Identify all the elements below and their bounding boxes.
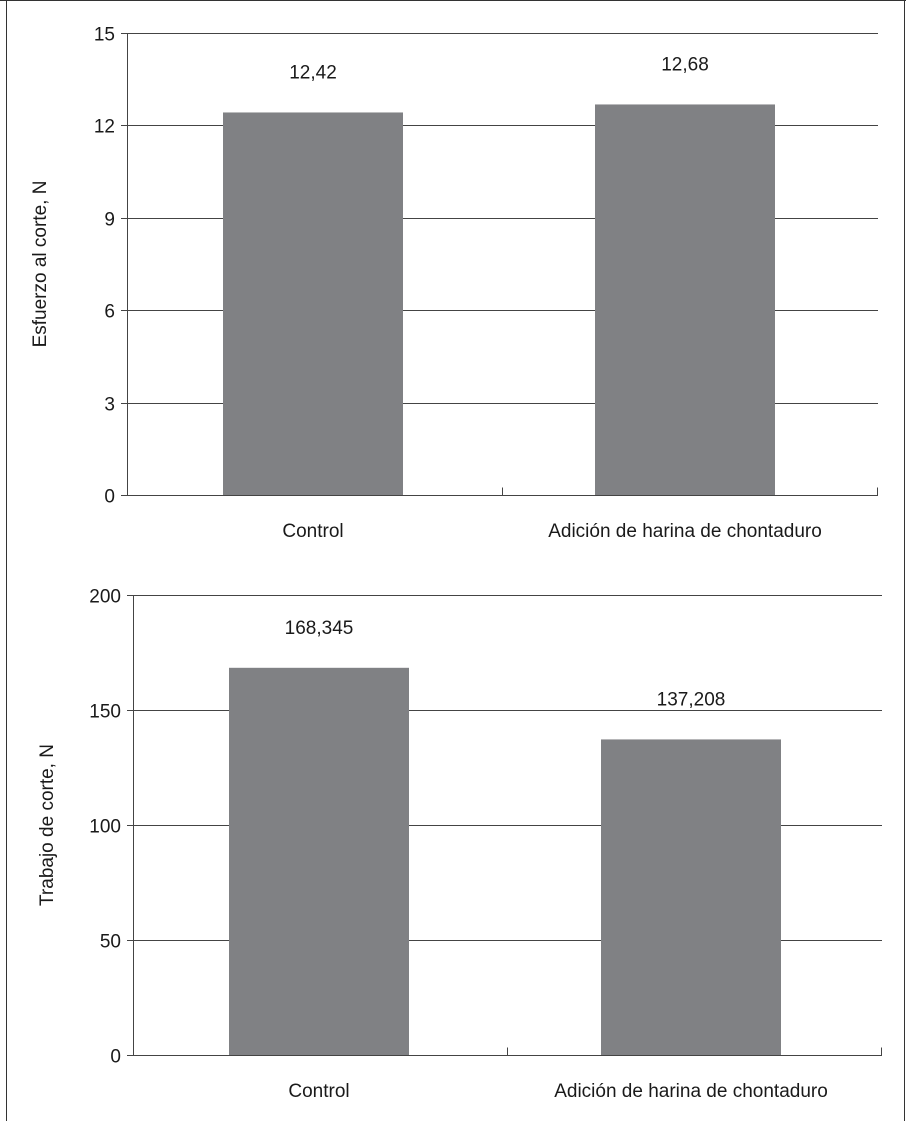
y-tick-label: 50 bbox=[100, 932, 121, 953]
chart-trabajo-de-corte: 0 50 100 150 200 168,345 Control 137,208 Adición… bbox=[37, 587, 882, 1102]
y-tick-label: 15 bbox=[94, 25, 115, 46]
data-label: 12,68 bbox=[661, 54, 709, 75]
bar bbox=[229, 667, 409, 1055]
data-label: 137,208 bbox=[657, 689, 726, 710]
category-label: Adición de harina de chontaduro bbox=[554, 1081, 828, 1102]
y-tick-label: 150 bbox=[89, 702, 121, 723]
y-axis-title: Trabajo de corte, N bbox=[37, 744, 58, 906]
category-label: Adición de harina de chontaduro bbox=[548, 521, 822, 542]
y-tick-label: 6 bbox=[104, 302, 115, 323]
y-tick-label: 12 bbox=[94, 117, 115, 138]
y-tick-label: 3 bbox=[104, 395, 115, 416]
y-tick-label: 200 bbox=[89, 587, 121, 608]
y-tick-label: 0 bbox=[110, 1047, 121, 1068]
y-axis-title: Esfuerzo al corte, N bbox=[30, 181, 51, 348]
data-label: 168,345 bbox=[285, 618, 354, 639]
category-label: Control bbox=[282, 521, 343, 542]
y-tick-label: 100 bbox=[89, 817, 121, 838]
category-label: Control bbox=[288, 1081, 349, 1102]
y-tick-label: 9 bbox=[104, 210, 115, 231]
y-tick-label: 0 bbox=[104, 487, 115, 508]
chart-esfuerzo-al-corte: 0 3 6 9 12 15 12,42 Control 12,68 Adición de hari… bbox=[30, 25, 878, 542]
bar bbox=[595, 104, 775, 496]
data-label: 12,42 bbox=[289, 62, 337, 83]
bar bbox=[223, 112, 403, 496]
bar bbox=[601, 739, 781, 1055]
